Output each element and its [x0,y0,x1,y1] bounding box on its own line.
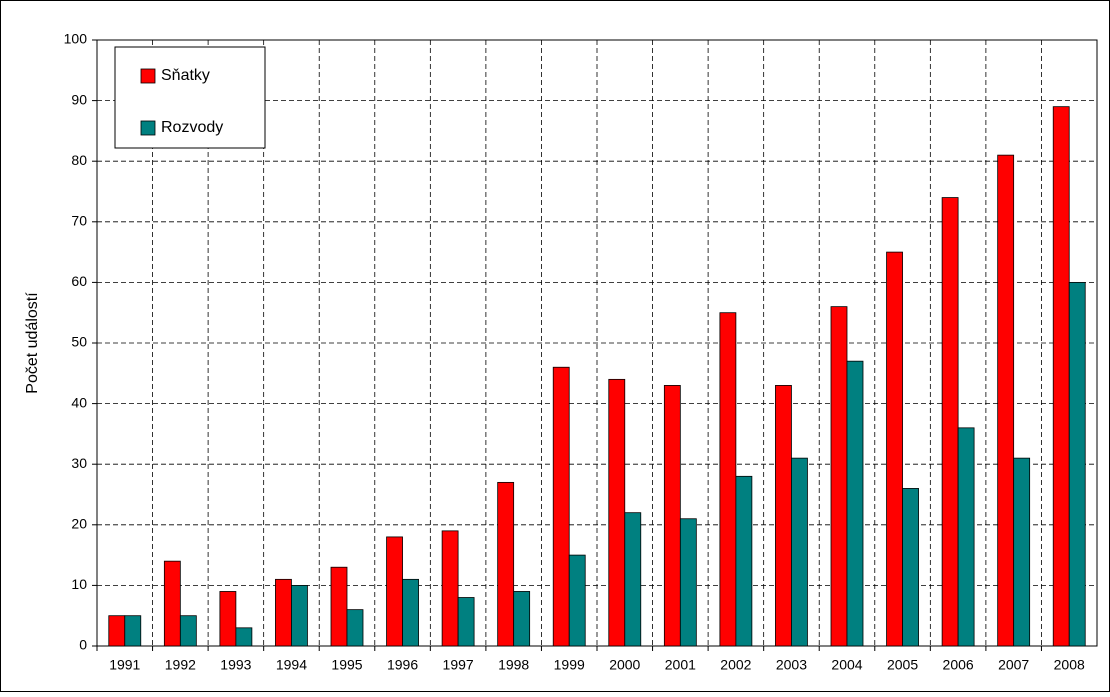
y-tick-label: 50 [71,334,87,350]
bar [663,385,681,647]
x-tick-label: 2001 [665,657,696,673]
x-tick-label: 2007 [998,657,1029,673]
x-tick-label: 1996 [387,657,418,673]
y-tick-label: 90 [71,91,87,107]
bar [219,591,237,647]
y-tick-label: 40 [71,394,87,410]
bar [886,251,903,647]
x-tick-label: 2000 [609,657,640,673]
bar [552,366,570,647]
bar [568,554,586,647]
legend-swatch [140,120,156,136]
bar [330,566,348,647]
legend-label: Rozvody [161,119,223,136]
bar [513,591,531,647]
x-tick-label: 1992 [165,657,196,673]
bar [235,627,253,647]
x-tick-label: 1993 [220,657,251,673]
bar [457,597,475,647]
legend-swatch [140,68,156,84]
x-tick-label: 2002 [720,657,751,673]
bar [402,578,419,647]
x-tick-label: 2008 [1054,657,1085,673]
bar [1068,281,1086,647]
bar [1052,106,1070,647]
legend-box [114,46,266,149]
bar [997,154,1015,647]
y-tick-label: 100 [64,31,88,47]
x-tick-label: 2004 [831,657,862,673]
bar [902,488,919,647]
bar [179,615,197,647]
x-tick-label: 2006 [943,657,974,673]
x-tick-label: 1995 [331,657,362,673]
bar [1013,457,1031,647]
bar [791,457,808,647]
bar [941,197,959,647]
y-tick-label: 60 [71,273,87,289]
bar [957,427,975,647]
x-tick-label: 1998 [498,657,529,673]
x-tick-label: 1997 [443,657,474,673]
bar [497,481,515,647]
y-tick-label: 30 [71,455,87,471]
bar [346,609,364,647]
x-tick-label: 1994 [276,657,307,673]
x-tick-label: 1991 [109,657,140,673]
bar [608,378,626,647]
x-tick-label: 2005 [887,657,918,673]
bar [291,585,308,647]
bar [735,475,753,647]
bar [386,536,403,647]
x-tick-label: 2003 [776,657,807,673]
y-tick-label: 70 [71,213,87,229]
bar [679,518,697,647]
bar [830,306,848,647]
y-tick-label: 80 [71,152,87,168]
bar [275,578,292,647]
bar [719,312,737,647]
bar [775,385,792,647]
bar [624,512,642,647]
bar [846,360,864,647]
bar [108,615,126,647]
bar [124,615,142,647]
legend-label: Sňatky [161,67,210,84]
y-tick-label: 0 [79,637,87,653]
bar [441,530,459,647]
x-tick-label: 1999 [554,657,585,673]
y-tick-label: 10 [71,576,87,592]
y-axis-label: Počet událostí [24,292,41,394]
bar [163,560,181,647]
y-tick-label: 20 [71,516,87,532]
